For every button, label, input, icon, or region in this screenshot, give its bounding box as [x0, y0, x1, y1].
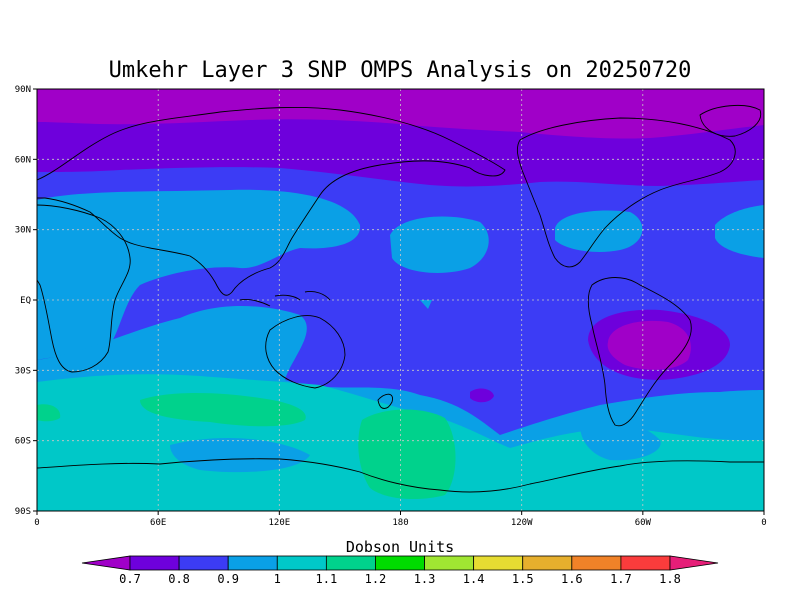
latitude-axis: 90N 60N 30N EQ 30S 60S 90S [15, 85, 37, 517]
graticule [37, 89, 764, 511]
colorbar-level-label: 1.2 [365, 572, 387, 586]
coastlines [37, 105, 764, 493]
coast-europe-asia [37, 106, 506, 296]
band-0-9-north-atlantic [555, 210, 643, 252]
colorbar-swatch [473, 555, 524, 571]
coast-north-america [516, 117, 736, 268]
colorbar-level-label: 0.9 [217, 572, 239, 586]
colorbar-swatch [325, 555, 376, 571]
band-0-9-small-pacific [420, 300, 432, 309]
coast-africa [37, 204, 131, 373]
colorbar-low-arrow [81, 555, 131, 571]
colorbar-level-label: 1.5 [512, 572, 534, 586]
band-0-7-small-pacific [470, 388, 494, 403]
lon-tick-label: 180 [392, 518, 408, 528]
colorbar-title: Dobson Units [346, 538, 454, 556]
lon-tick-label: 0 [34, 518, 39, 528]
colorbar-swatch [276, 555, 327, 571]
lat-tick-label: EQ [20, 296, 31, 306]
band-0-9-south-atlantic-lobe [580, 421, 661, 461]
lat-tick-label: 30N [15, 226, 31, 236]
coast-australia [265, 315, 346, 389]
lon-tick-label: 60E [150, 518, 166, 528]
band-0-9-east-atlantic [715, 205, 764, 258]
band-below-0-7-south-america [607, 320, 691, 370]
colorbar-swatch [375, 555, 425, 571]
colorbar-level-label: 1.3 [414, 572, 436, 586]
colorbar-level-label: 1.1 [316, 572, 338, 586]
band-0-9-north-africa-asia [37, 189, 361, 360]
lat-tick-label: 90N [15, 85, 31, 95]
colorbar-level-label: 0.8 [168, 572, 190, 586]
colorbar-swatch [227, 555, 278, 571]
lat-tick-label: 60N [15, 155, 31, 165]
coast-new-zealand [377, 393, 393, 409]
colorbar-level-label: 1.6 [561, 572, 583, 586]
coast-south-america [587, 277, 692, 427]
lat-tick-label: 90S [15, 507, 31, 517]
lon-tick-label: 120E [268, 518, 290, 528]
band-1-1-small-southwest [37, 404, 61, 422]
coast-antarctica [37, 458, 764, 493]
colorbar-level-label: 0.7 [119, 572, 141, 586]
colorbar-swatch [424, 555, 475, 571]
lon-tick-label: 120W [511, 518, 533, 528]
lon-tick-label: 60W [635, 518, 652, 528]
colorbar-high-arrow [669, 555, 719, 571]
band-0-9-north-pacific [390, 216, 489, 273]
coast-greenland [699, 105, 762, 137]
colorbar-swatch [522, 555, 573, 571]
map-title: Umkehr Layer 3 SNP OMPS Analysis on 2025… [109, 58, 692, 83]
lat-tick-label: 60S [15, 437, 31, 447]
band-1-1-ross-sea [358, 409, 456, 500]
band-1-1-south-indian [140, 393, 306, 427]
colorbar-swatch [129, 555, 180, 571]
colorbar-swatch [571, 555, 622, 571]
colorbar-swatch [620, 555, 671, 571]
colorbar-swatch [178, 555, 229, 571]
colorbar: 0.7 0.8 0.9 1 1.1 1.2 1.3 1.4 1.5 1.6 1.7 1.8 [81, 555, 719, 586]
lon-tick-label: 0 [761, 518, 766, 528]
colorbar-level-label: 1 [274, 572, 281, 586]
longitude-axis: 0 60E 120E 180 120W 60W 0 [34, 511, 767, 528]
lat-tick-label: 30S [15, 366, 31, 376]
band-0-9-south-indian-lobe [170, 437, 310, 473]
colorbar-level-label: 1.8 [659, 572, 681, 586]
band-below-0-7-north [37, 89, 764, 139]
colorbar-level-label: 1.4 [463, 572, 485, 586]
coast-indonesia [239, 291, 331, 307]
colorbar-level-label: 1.7 [610, 572, 632, 586]
